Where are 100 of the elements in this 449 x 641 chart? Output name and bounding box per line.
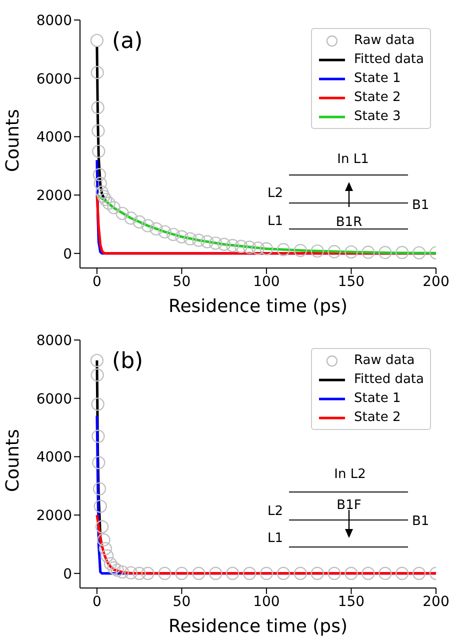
point <box>124 212 138 225</box>
point <box>209 566 222 580</box>
point <box>92 124 105 138</box>
point <box>192 566 206 580</box>
point <box>94 176 107 190</box>
annotation: B1F <box>336 498 362 513</box>
point <box>116 206 129 220</box>
point <box>90 368 104 382</box>
point <box>107 201 121 214</box>
y-tick-label: 0 <box>63 246 72 262</box>
point <box>217 238 231 251</box>
annotation: L1 <box>267 214 283 229</box>
point <box>226 238 240 252</box>
point <box>98 542 112 556</box>
y-tick-label: 4000 <box>36 130 72 146</box>
point <box>175 230 188 244</box>
x-tick-label: 200 <box>422 274 449 290</box>
x-tick-label: 200 <box>422 594 449 610</box>
point <box>94 500 107 513</box>
point <box>294 244 307 258</box>
point <box>158 566 172 580</box>
point <box>344 566 358 580</box>
point <box>276 243 290 256</box>
annotation: In L2 <box>334 467 366 482</box>
point <box>200 235 214 248</box>
annotation: B1 <box>412 198 430 213</box>
legend-label: Raw data <box>354 353 415 368</box>
y-tick-label: 8000 <box>36 332 72 349</box>
point <box>276 566 290 580</box>
point <box>175 566 188 580</box>
x-tick-label: 0 <box>92 274 102 290</box>
y-tick-label: 6000 <box>36 391 72 408</box>
point <box>395 566 409 580</box>
point <box>362 566 375 580</box>
legend-label: Raw data <box>354 33 415 48</box>
point <box>234 240 248 254</box>
point <box>116 565 129 579</box>
point <box>97 533 110 546</box>
x-tick-label: 50 <box>172 594 191 610</box>
x-tick-label: 100 <box>253 274 280 290</box>
x-axis-title: Residence time (ps) <box>168 616 348 637</box>
legend-label: State 1 <box>354 391 401 406</box>
legend-label: State 3 <box>354 109 401 124</box>
annotation: B1R <box>336 215 362 230</box>
annotation: (b) <box>112 349 144 374</box>
legend-label: State 2 <box>354 90 401 105</box>
point <box>132 566 146 580</box>
point <box>92 430 105 443</box>
point <box>104 557 118 570</box>
point <box>251 242 265 255</box>
point <box>310 244 324 258</box>
point <box>141 566 154 580</box>
y-tick-label: 6000 <box>36 71 72 88</box>
point <box>97 190 110 204</box>
y-tick-label: 8000 <box>36 12 72 29</box>
point <box>124 566 138 580</box>
point <box>107 561 121 574</box>
point <box>98 192 112 206</box>
point <box>328 566 341 580</box>
point <box>412 246 426 260</box>
y-tick-label: 2000 <box>36 188 72 204</box>
point <box>90 34 104 48</box>
point <box>92 456 106 470</box>
point <box>158 225 172 238</box>
point <box>260 242 274 256</box>
point <box>378 246 392 260</box>
point <box>344 245 358 259</box>
x-tick-label: 0 <box>92 594 102 610</box>
legend-label: Fitted data <box>354 372 424 387</box>
annotation: (a) <box>112 29 143 54</box>
point <box>412 566 426 580</box>
y-axis-title: Counts <box>2 109 24 172</box>
annotation: L2 <box>267 186 283 201</box>
point <box>92 144 106 158</box>
point <box>110 564 124 577</box>
x-tick-label: 50 <box>172 274 191 290</box>
annotation: In L1 <box>337 152 369 167</box>
point <box>294 566 307 580</box>
point <box>90 354 104 368</box>
point <box>242 240 256 254</box>
point <box>209 236 222 250</box>
point <box>132 215 146 228</box>
point <box>91 100 104 114</box>
y-tick-label: 0 <box>63 566 72 582</box>
x-axis-title: Residence time (ps) <box>168 296 348 317</box>
annotation: L2 <box>267 504 283 519</box>
point <box>242 566 256 580</box>
x-tick-label: 150 <box>338 594 365 610</box>
annotation: L1 <box>267 531 283 546</box>
point <box>95 520 109 534</box>
legend-label: Fitted data <box>354 52 424 67</box>
point <box>395 246 409 260</box>
legend-label: State 2 <box>354 410 401 425</box>
point <box>310 566 324 580</box>
x-tick-label: 150 <box>338 274 365 290</box>
point <box>328 245 341 258</box>
point <box>184 232 197 246</box>
point <box>92 168 106 182</box>
legend-label: State 1 <box>354 71 401 86</box>
point <box>260 566 274 580</box>
